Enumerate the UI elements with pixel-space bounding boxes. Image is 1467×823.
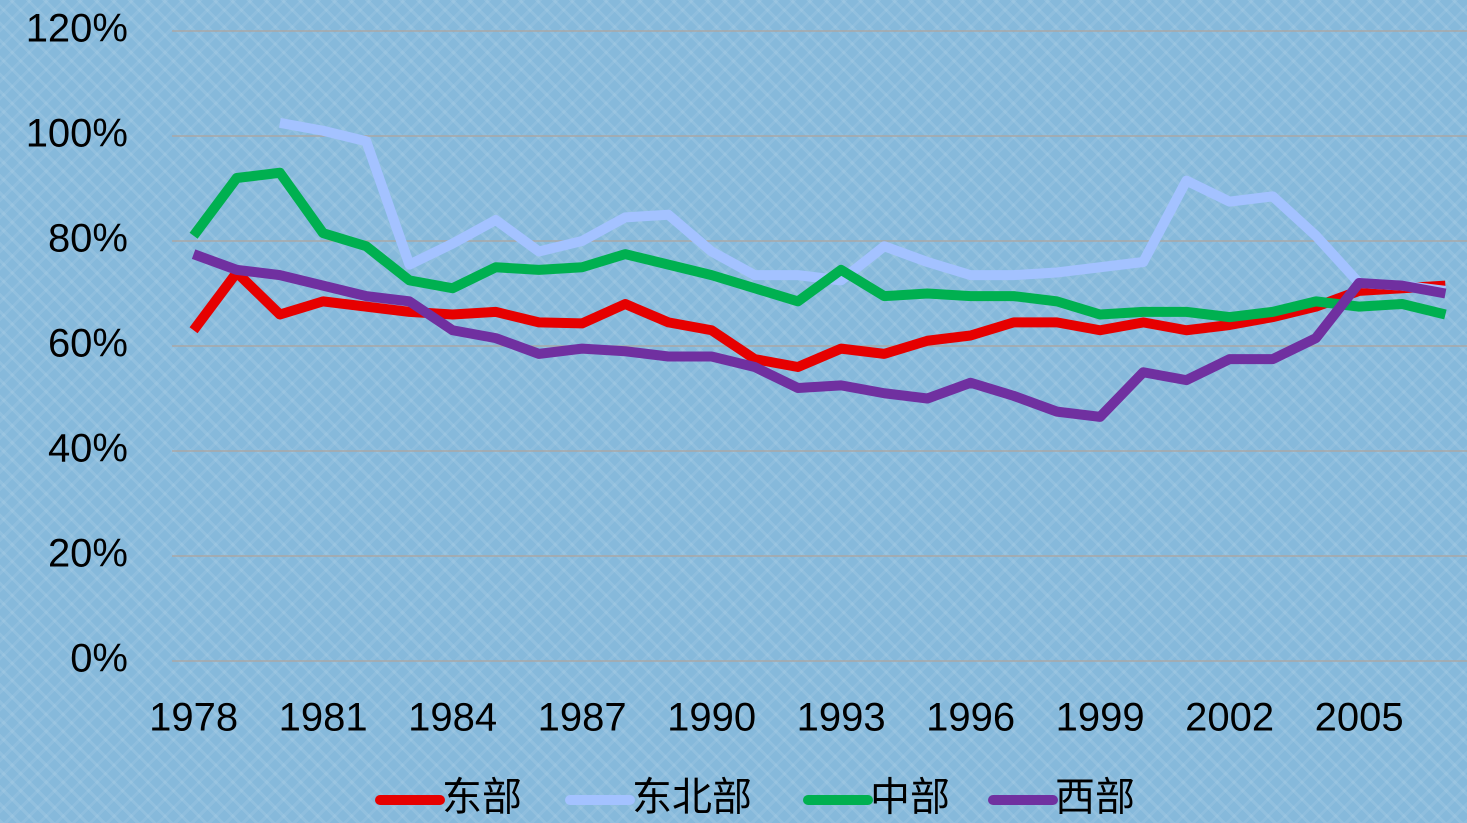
x-tick-label: 1999 [1056,696,1145,740]
x-tick-label: 1981 [279,696,368,740]
y-tick-label: 40% [48,427,128,471]
x-tick-label: 1996 [926,696,1015,740]
y-tick-label: 60% [48,322,128,366]
y-tick-label: 20% [48,532,128,576]
y-tick-label: 80% [48,217,128,261]
legend-label: 东部 [442,776,522,820]
line-series [189,267,1446,372]
legend-label: 东北部 [632,776,752,820]
x-tick-label: 1984 [408,696,497,740]
y-tick-label: 0% [70,637,128,681]
line-series [191,249,1447,422]
y-tick-label: 100% [26,112,128,156]
legend-label: 西部 [1055,776,1135,820]
x-tick-label: 1987 [538,696,627,740]
line-series [279,117,1447,296]
x-tick-label: 1993 [797,696,886,740]
x-tick-label: 2005 [1315,696,1404,740]
x-tick-label: 1990 [667,696,756,740]
x-tick-label: 1978 [149,696,238,740]
y-tick-label: 120% [26,7,128,51]
legend-label: 中部 [870,776,950,820]
x-tick-label: 2002 [1185,696,1274,740]
line-series [189,167,1447,323]
